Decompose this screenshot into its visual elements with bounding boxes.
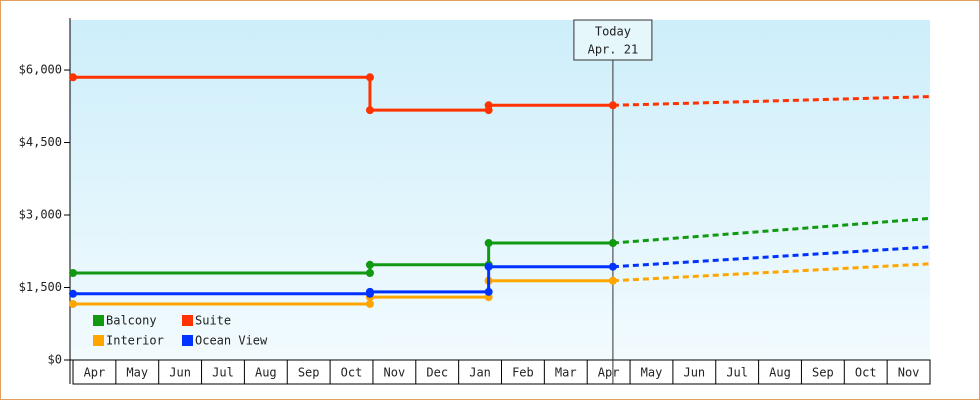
legend-label: Interior (106, 334, 164, 348)
x-tick-label: Mar (555, 366, 577, 380)
x-tick-label: Dec (426, 366, 448, 380)
point (484, 101, 493, 110)
point (69, 269, 77, 278)
series-line (73, 265, 613, 296)
point (484, 262, 493, 271)
point (365, 73, 374, 82)
x-tick-label: Jun (683, 366, 705, 380)
series-line (73, 75, 613, 112)
y-tick-label: $3,000 (19, 208, 62, 222)
x-tick-label: Apr (84, 366, 106, 380)
projection-line (612, 245, 931, 269)
legend-label: Suite (195, 314, 231, 328)
today-box (573, 19, 653, 61)
point (69, 299, 77, 308)
point (608, 239, 617, 248)
legend-swatch (182, 315, 193, 326)
point (365, 106, 374, 115)
legend-swatch (93, 315, 104, 326)
series-line (73, 279, 613, 306)
series-line (73, 241, 613, 275)
plot-area (70, 20, 930, 360)
point (365, 299, 374, 308)
x-tick-label: May (641, 366, 663, 380)
point (365, 269, 374, 278)
point (608, 101, 617, 110)
legend-label: Ocean View (195, 334, 268, 348)
x-tick-label: Jun (169, 366, 191, 380)
point (69, 289, 77, 298)
x-tick-label: Nov (384, 366, 406, 380)
x-tick-label: Oct (855, 366, 877, 380)
x-tick-label: Feb (512, 366, 534, 380)
point (365, 287, 374, 296)
legend-swatch (182, 335, 193, 346)
x-tick-label: Jul (212, 366, 234, 380)
x-tick-label: Aug (769, 366, 791, 380)
x-tick-label: Oct (341, 366, 363, 380)
y-tick-label: $0 (48, 353, 62, 367)
projection-line (612, 95, 931, 107)
x-tick-label: Sep (812, 366, 834, 380)
point (484, 239, 493, 248)
point (69, 73, 77, 82)
today-label: Apr. 21 (588, 43, 639, 57)
point (608, 276, 617, 285)
point (608, 262, 617, 271)
y-tick-label: $1,500 (19, 280, 62, 294)
x-tick-label: May (126, 366, 148, 380)
point (484, 287, 493, 296)
y-tick-label: $6,000 (19, 63, 62, 77)
x-tick-label: Jan (469, 366, 491, 380)
x-tick-label: Aug (255, 366, 277, 380)
projection-line (612, 216, 931, 245)
x-tick-label: Nov (898, 366, 920, 380)
y-tick-label: $4,500 (19, 135, 62, 149)
x-tick-label: Jul (726, 366, 748, 380)
point (365, 260, 374, 269)
legend-label: Balcony (106, 314, 157, 328)
today-label: Today (595, 25, 631, 39)
projection-line (612, 262, 931, 283)
x-tick-label: Sep (298, 366, 320, 380)
x-tick-label: Apr (598, 366, 620, 380)
legend-swatch (93, 335, 104, 346)
